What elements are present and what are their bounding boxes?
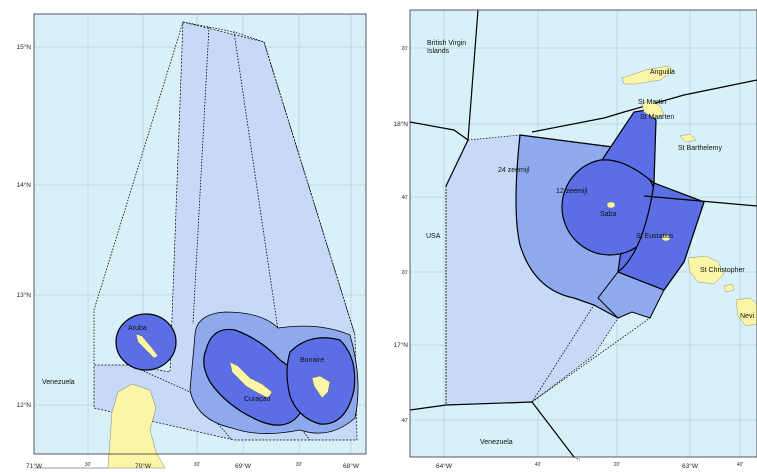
label-aruba: Aruba xyxy=(128,325,147,332)
lon-label: 30' xyxy=(296,462,303,468)
map-panel-saba-statia: 20' 18°N 40' 20' 17°N 40' 64°W 40' 20' 6… xyxy=(384,0,757,472)
territorial-sea-st-eustatius-overlay xyxy=(616,182,705,291)
lat-label: 20' xyxy=(401,270,408,276)
island-st-christopher xyxy=(687,255,725,285)
label-st-christopher: St Christopher xyxy=(700,267,745,274)
label-bvi-line2: Islands xyxy=(427,48,450,55)
label-venezuela: Venezuela xyxy=(42,379,75,386)
lon-label: 40' xyxy=(535,462,542,468)
lat-label: 20' xyxy=(401,46,408,52)
lat-label: 40' xyxy=(401,418,408,424)
island-anguilla xyxy=(621,65,675,85)
lat-label: 12°N xyxy=(16,401,31,409)
venezuela-coast xyxy=(34,383,166,469)
lon-label: 69°W xyxy=(235,462,252,470)
lat-label: 14°N xyxy=(16,181,31,189)
map-frame xyxy=(409,9,757,458)
label-bvi-line1: British Virgin xyxy=(427,40,466,47)
island-nevis xyxy=(735,297,757,327)
lon-label: 30' xyxy=(85,462,92,468)
lon-label: 30' xyxy=(194,462,201,468)
label-curacao: Curaçao xyxy=(244,396,271,403)
label-venezuela: Venezuela xyxy=(480,439,513,446)
lat-label: 17°N xyxy=(393,341,408,349)
label-st-maarten: St Maarten xyxy=(640,114,674,121)
island-st-eustatius xyxy=(661,234,671,242)
lat-label: 40' xyxy=(401,195,408,201)
lon-label: 70°W xyxy=(135,462,152,470)
map-svg-abc: 15°N 14°N 13°N 12°N 71°W 30' 70°W 30' 69… xyxy=(0,0,373,472)
lon-label: 71°W xyxy=(26,462,43,470)
island-st-barthelemy xyxy=(679,133,697,143)
island-aruba xyxy=(135,333,159,359)
lon-label: 63°W xyxy=(682,462,699,470)
label-12-zeemijl: 12 zeemijl xyxy=(556,188,588,195)
label-24-zeemijl: 24 zeemijl xyxy=(498,167,530,174)
label-st-barthelemy: St Barthelemy xyxy=(678,145,722,152)
lat-label: 18°N xyxy=(393,120,408,128)
eez-dashed-lines xyxy=(445,186,651,461)
lon-label: 40' xyxy=(737,462,744,468)
map-svg-windward: 20' 18°N 40' 20' 17°N 40' 64°W 40' 20' 6… xyxy=(384,0,757,472)
eez-boundary-lines xyxy=(409,9,757,458)
island-st-martin xyxy=(641,99,665,119)
lon-label: 68°W xyxy=(343,462,360,470)
islet xyxy=(723,283,735,293)
map-panel-abc-islands: 15°N 14°N 13°N 12°N 71°W 30' 70°W 30' 69… xyxy=(0,0,373,472)
map-frame xyxy=(33,13,367,455)
label-usa: USA xyxy=(426,233,441,240)
island-bonaire xyxy=(311,375,331,399)
island-curacao xyxy=(229,361,273,399)
lat-label: 15°N xyxy=(16,43,31,51)
label-anguilla: Anguilla xyxy=(650,69,675,76)
label-st-martin: St Martin xyxy=(638,99,666,106)
label-nevis: Nevi xyxy=(740,313,754,320)
lon-label: 20' xyxy=(614,462,621,468)
lon-label: 64°W xyxy=(436,462,453,470)
label-saba: Saba xyxy=(600,211,616,218)
label-bonaire: Bonaire xyxy=(300,357,324,364)
island-saba xyxy=(606,201,616,209)
label-st-eustatius: St Eustatius xyxy=(636,233,674,240)
lat-label: 13°N xyxy=(16,291,31,299)
